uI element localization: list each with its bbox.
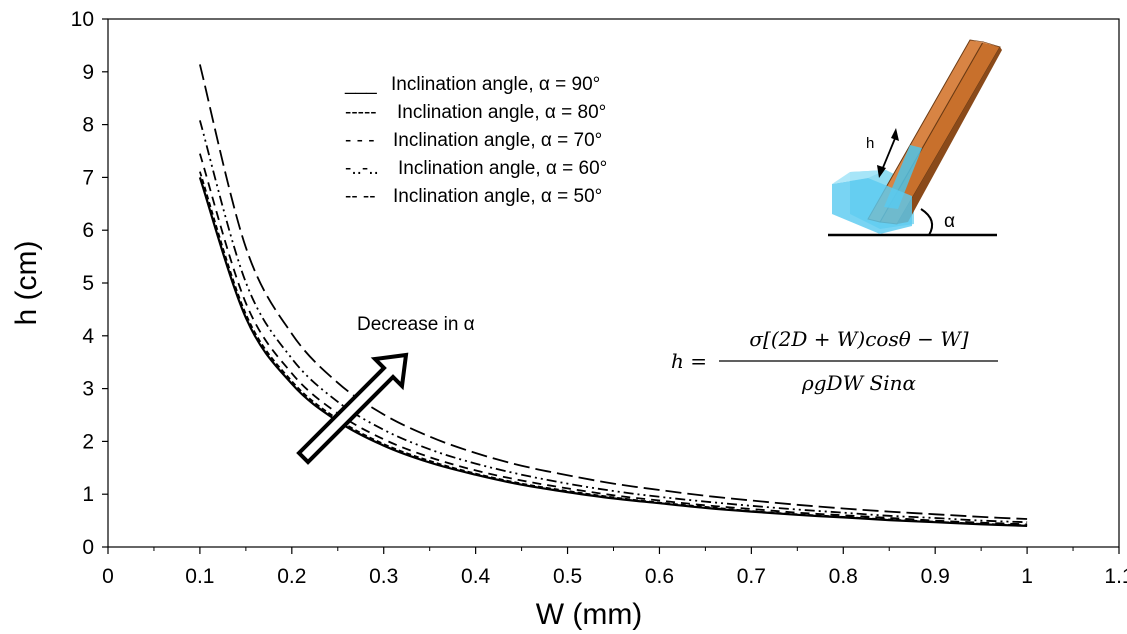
legend-marker-50: -- --	[345, 186, 376, 207]
axis-tick-labels: 0 0.1 0.2 0.3 0.4 0.5 0.6 0.7 0.8 0.9 1 1.1 0 1 2 3 4 5 6 7…	[71, 8, 1127, 588]
axis-ticks	[102, 18, 1120, 554]
series-line-alpha-70	[199, 153, 1028, 526]
series-line-alpha-50	[199, 64, 1028, 520]
h-arrowhead-top-icon	[891, 128, 899, 141]
series-lines	[198, 64, 1028, 527]
x-tick-label: 0.2	[277, 565, 306, 588]
formula-denominator: ρgDW Sinα	[801, 371, 916, 395]
x-tick-label: 1	[1021, 565, 1033, 588]
y-tick-label: 10	[71, 8, 94, 31]
y-tick-label: 7	[82, 166, 94, 189]
x-tick-label: 0.8	[829, 565, 858, 588]
y-tick-label: 2	[82, 430, 94, 453]
legend-marker-80: -----	[345, 102, 377, 123]
x-tick-label: 0.1	[185, 565, 214, 588]
liquid-bath-front	[832, 178, 912, 234]
y-tick-label: 6	[82, 219, 94, 242]
series-line-alpha-60	[199, 120, 1028, 524]
legend-label-90: Inclination angle, α = 90°	[391, 74, 600, 95]
legend-marker-60: -..-..	[345, 158, 379, 179]
x-tick-label: 0.5	[553, 565, 582, 588]
formula: h = σ[(2D + W)cosθ − W] ρgDW Sinα	[671, 327, 998, 395]
legend-label-80: Inclination angle, α = 80°	[397, 102, 606, 123]
legend-marker-70: - - -	[345, 130, 375, 151]
y-tick-label: 8	[82, 114, 94, 137]
inclined-channel-illustration: α h	[828, 39, 1002, 237]
series-line-alpha-80	[199, 171, 1028, 527]
y-axis-title: h (cm)	[10, 241, 43, 326]
inset-h-label: h	[866, 135, 874, 152]
legend-label-60: Inclination angle, α = 60°	[398, 158, 607, 179]
y-tick-label: 3	[82, 378, 94, 401]
decrease-arrow-icon	[296, 352, 409, 465]
x-tick-label: 0.4	[461, 565, 491, 588]
h-dimension-line	[881, 135, 897, 171]
legend-marker-90: ___	[344, 74, 377, 95]
x-tick-label: 0	[102, 565, 114, 588]
x-tick-label: 0.7	[737, 565, 766, 588]
x-tick-label: 1.1	[1104, 565, 1127, 588]
formula-lhs: h =	[671, 349, 707, 373]
y-tick-label: 9	[82, 61, 94, 84]
y-tick-label: 0	[82, 536, 94, 559]
inset-alpha-label: α	[944, 211, 955, 232]
x-axis-title: W (mm)	[536, 598, 643, 631]
liquid-bath-top	[832, 170, 886, 184]
x-tick-label: 0.3	[369, 565, 398, 588]
series-line-alpha-90	[198, 177, 1028, 527]
channel-rod-side	[897, 47, 1002, 224]
x-tick-label: 0.6	[645, 565, 674, 588]
arrow-label: Decrease in α	[357, 314, 475, 335]
x-tick-label: 0.9	[921, 565, 950, 588]
formula-numerator: σ[(2D + W)cosθ − W]	[749, 327, 968, 351]
legend: ___ Inclination angle, α = 90° ----- Inc…	[344, 74, 607, 207]
legend-label-50: Inclination angle, α = 50°	[393, 186, 602, 207]
y-tick-label: 1	[82, 483, 94, 506]
h-arrowhead-bottom-icon	[877, 165, 886, 178]
y-tick-label: 5	[82, 272, 94, 295]
y-tick-label: 4	[82, 325, 94, 348]
angle-arc-icon	[920, 208, 934, 236]
legend-label-70: Inclination angle, α = 70°	[393, 130, 602, 151]
